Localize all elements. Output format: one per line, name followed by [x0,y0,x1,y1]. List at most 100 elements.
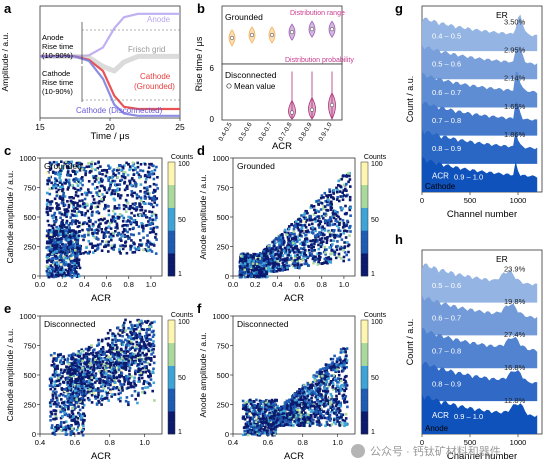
heatmap-cell [75,254,78,258]
heatmap-cell [66,170,70,174]
heatmap-cell [49,250,53,254]
heatmap-cell [65,237,68,241]
heatmap-cell [109,370,113,374]
heatmap-cell [65,221,68,225]
heatmap-cell [49,384,53,387]
heatmap-cell [77,387,80,391]
heatmap-cell [113,393,117,396]
heatmap-cell [80,166,83,170]
heatmap-cell [62,233,65,236]
heatmap-cell [265,272,269,275]
heatmap-cell [287,243,291,247]
heatmap-cell [61,229,64,233]
heatmap-cell [69,268,72,272]
colorbar-segment [361,164,368,168]
heatmap-cell [68,263,71,266]
colorbar-segment [361,181,368,186]
heatmap-cell [144,360,147,364]
heatmap-cell [138,341,141,345]
x-tick-label: 0.6 [70,438,80,447]
heatmap-cell [124,363,127,367]
heatmap-cell [339,206,343,209]
colorbar-segment [168,170,175,174]
heatmap-cell [86,209,90,213]
heatmap-cell [294,261,297,264]
heatmap-cell [91,234,95,237]
heatmap-cell [77,372,81,375]
heatmap-cell [142,346,145,350]
heatmap-cell [136,323,139,327]
heatmap-cell [107,231,110,234]
colorbar-segment [168,207,175,211]
heatmap-cell [145,187,149,191]
colorbar-segment [361,244,368,248]
heatmap-cell [280,248,283,251]
heatmap-cell [153,168,157,172]
heatmap-cell [111,231,115,235]
heatmap-cell [60,420,63,424]
heatmap-cell [53,372,57,375]
heatmap-cell [74,406,77,409]
heatmap-cell [46,191,49,195]
heatmap-cell [71,392,74,396]
colorbar-segment [361,190,368,194]
heatmap-cell [307,264,310,267]
heatmap-cell [75,375,78,378]
heatmap-cell [121,244,125,247]
heatmap-cell [87,219,91,223]
heatmap-cell [67,271,70,274]
colorbar-segment [168,339,175,344]
heatmap-cell [275,252,279,256]
x-tick-label: 0.8 [124,280,134,289]
heatmap-cell [269,259,272,262]
heatmap-cell [70,430,74,433]
heatmap-cell [73,187,77,191]
heatmap-cell [122,204,126,207]
heatmap-cell [112,172,115,175]
heatmap-cell [87,390,90,393]
heatmap-cell [349,224,352,228]
heatmap-cell [342,224,346,227]
heatmap-cell [339,233,343,236]
heatmap-cell [77,258,81,262]
heatmap-cell [54,247,58,250]
heatmap-cell [282,267,285,271]
heatmap-cell [110,244,114,248]
heatmap-cell [88,391,91,395]
heatmap-cell [57,250,60,254]
heatmap-cell [92,368,96,371]
heatmap-cell [125,354,128,358]
heatmap-cell [336,196,339,199]
heatmap-cell [292,230,295,233]
heatmap-cell [80,385,84,388]
heatmap-cell [57,163,60,166]
heatmap-cell [105,169,108,172]
heatmap-cell [287,264,291,268]
heatmap-cell [56,207,59,211]
heatmap-cell [260,254,263,257]
heatmap-cell [73,418,76,421]
heatmap-cell [85,193,89,197]
heatmap-cell [76,246,79,249]
heatmap-cell [129,248,132,251]
heatmap-cell [329,261,333,264]
heatmap-cell [110,219,114,223]
heatmap-cell [317,260,320,264]
heatmap-cell [304,233,307,237]
heatmap-cell [81,400,84,404]
heatmap-cell [97,362,100,366]
heatmap-cell [61,195,65,199]
heatmap-cell [124,198,128,202]
colorbar-segment [168,233,175,237]
heatmap-cell [138,202,141,205]
heatmap-cell [139,214,142,217]
heatmap-cell [51,385,54,389]
heatmap-cell [129,353,132,357]
heatmap-cell [140,208,144,212]
colorbar-segment [361,270,368,274]
heatmap-cell [66,389,69,392]
heatmap-cell [55,273,58,277]
heatmap-cell [75,428,79,432]
heatmap-cell [330,252,334,255]
heatmap-cell [64,400,67,404]
